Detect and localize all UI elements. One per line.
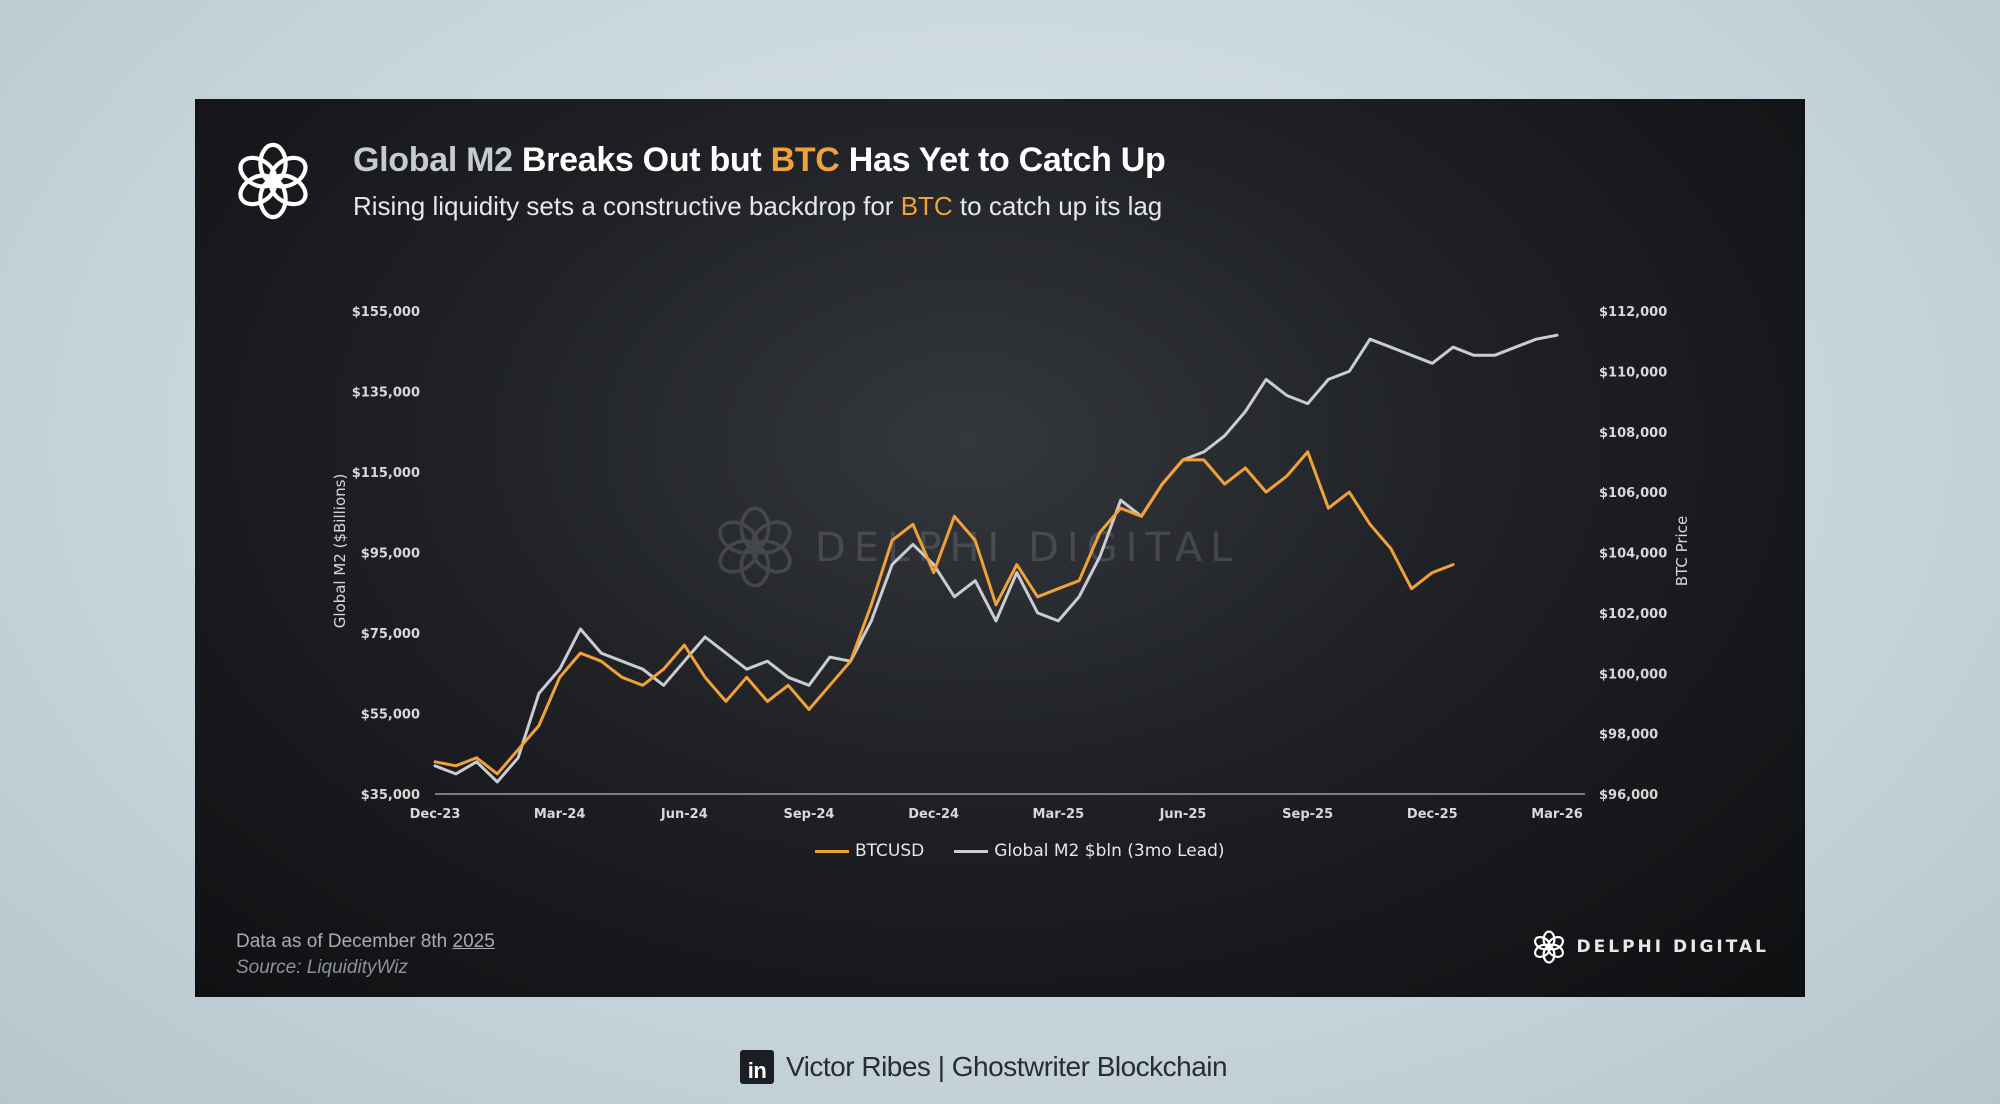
- title-part-breaks-out: Breaks Out but: [512, 141, 771, 179]
- x-tick-label: Dec-24: [908, 807, 959, 822]
- legend-item-btcusd: BTCUSD: [815, 841, 924, 861]
- y-right-tick-label: $110,000: [1599, 365, 1667, 380]
- y-left-tick-label: $95,000: [361, 547, 420, 562]
- x-axis-ticks: Dec-23 Mar-24 Jun-24 Sep-24 Dec-24 Mar-25 Jun-…: [410, 807, 1583, 822]
- data-date-note: Data as of December 8th 2025: [236, 931, 495, 953]
- y-left-tick-label: $115,000: [352, 466, 420, 481]
- legend-item-global-m2: Global M2 $bln (3mo Lead): [954, 841, 1225, 861]
- chart-card: Global M2 Breaks Out but BTC Has Yet to …: [195, 99, 1805, 997]
- y-left-tick-label: $135,000: [352, 386, 420, 401]
- y-right-tick-label: $106,000: [1599, 486, 1667, 501]
- x-tick-label: Mar-25: [1033, 807, 1085, 822]
- title-part-global-m2: Global M2: [353, 141, 513, 179]
- brand-name: DELPHI DIGITAL: [1576, 937, 1769, 957]
- legend-swatch-btcusd: [815, 849, 849, 853]
- y-right-tick-label: $104,000: [1599, 547, 1667, 562]
- y-left-tick-label: $75,000: [361, 627, 420, 642]
- y-right-axis-ticks: $96,000 $98,000 $100,000 $102,000 $104,000 $1…: [1599, 305, 1667, 803]
- watermark-text: DELPHI DIGITAL: [815, 525, 1240, 571]
- series-line-btcusd: [433, 450, 1455, 776]
- chart-subtitle: Rising liquidity sets a constructive bac…: [353, 191, 1162, 222]
- subtitle-part-3: to catch up its lag: [952, 191, 1163, 221]
- delphi-brand-icon: [1533, 930, 1564, 964]
- series-line-global-m2: [433, 333, 1559, 784]
- series-layer: [433, 333, 1559, 784]
- y-left-tick-label: $155,000: [352, 305, 420, 320]
- y-right-tick-label: $96,000: [1599, 788, 1658, 803]
- x-tick-label: Jun-24: [660, 807, 708, 822]
- x-tick-label: Jun-25: [1159, 807, 1207, 822]
- linkedin-icon[interactable]: in: [740, 1050, 774, 1084]
- title-part-btc: BTC: [770, 141, 840, 179]
- y-right-tick-label: $98,000: [1599, 728, 1658, 743]
- y-left-axis-ticks: $35,000 $55,000 $75,000 $95,000 $115,000 $135…: [352, 305, 420, 803]
- chart-legend: BTCUSD Global M2 $bln (3mo Lead): [815, 841, 1225, 861]
- line-chart: DELPHI DIGITAL Dec-23 Mar-24 Jun-24 Sep-24 D…: [331, 305, 1691, 822]
- data-date-year: 2025: [452, 931, 495, 952]
- legend-label-global-m2: Global M2 $bln (3mo Lead): [994, 841, 1225, 861]
- source-note: Source: LiquidityWiz: [236, 957, 408, 978]
- x-tick-label: Mar-24: [534, 807, 586, 822]
- delphi-logo-icon: [238, 142, 308, 220]
- author-credit-text: Victor Ribes | Ghostwriter Blockchain: [786, 1051, 1228, 1082]
- x-tick-label: Dec-23: [410, 807, 461, 822]
- subtitle-part-1: Rising liquidity sets a constructive bac…: [353, 191, 901, 221]
- y-left-tick-label: $35,000: [361, 788, 420, 803]
- x-tick-label: Sep-25: [1282, 807, 1333, 822]
- y-right-axis-label: BTC Price: [1673, 516, 1691, 586]
- x-tick-label: Dec-25: [1407, 807, 1458, 822]
- y-right-tick-label: $108,000: [1599, 426, 1667, 441]
- x-tick-label: Mar-26: [1531, 807, 1583, 822]
- delphi-brand: DELPHI DIGITAL: [1531, 929, 1769, 965]
- y-left-tick-label: $55,000: [361, 708, 420, 723]
- data-date-prefix: Data as of December 8th: [236, 931, 453, 952]
- legend-label-btcusd: BTCUSD: [855, 841, 925, 861]
- y-left-axis-label: Global M2 ($Billions): [331, 474, 349, 629]
- y-right-tick-label: $112,000: [1599, 305, 1667, 320]
- subtitle-part-btc: BTC: [900, 191, 953, 221]
- y-right-tick-label: $100,000: [1599, 667, 1667, 682]
- legend-swatch-global-m2: [954, 849, 989, 853]
- title-part-catch-up: Has Yet to Catch Up: [839, 141, 1166, 179]
- x-tick-label: Sep-24: [784, 807, 835, 822]
- chart-title: Global M2 Breaks Out but BTC Has Yet to …: [353, 141, 1166, 180]
- y-right-tick-label: $102,000: [1599, 607, 1667, 622]
- author-credit: in Victor Ribes | Ghostwriter Blockchain: [740, 1050, 1228, 1084]
